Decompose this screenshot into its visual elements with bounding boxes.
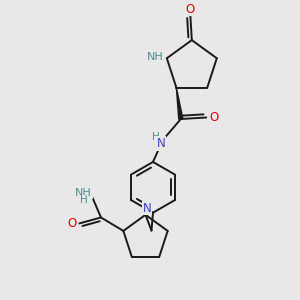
- Text: O: O: [186, 3, 195, 16]
- Text: H: H: [80, 195, 88, 205]
- Text: NH: NH: [147, 52, 164, 62]
- Text: O: O: [68, 217, 76, 230]
- Text: N: N: [142, 202, 152, 215]
- Text: N: N: [157, 137, 166, 150]
- Text: NH: NH: [75, 188, 92, 198]
- Text: O: O: [209, 111, 218, 124]
- Text: H: H: [152, 132, 160, 142]
- Polygon shape: [176, 88, 183, 119]
